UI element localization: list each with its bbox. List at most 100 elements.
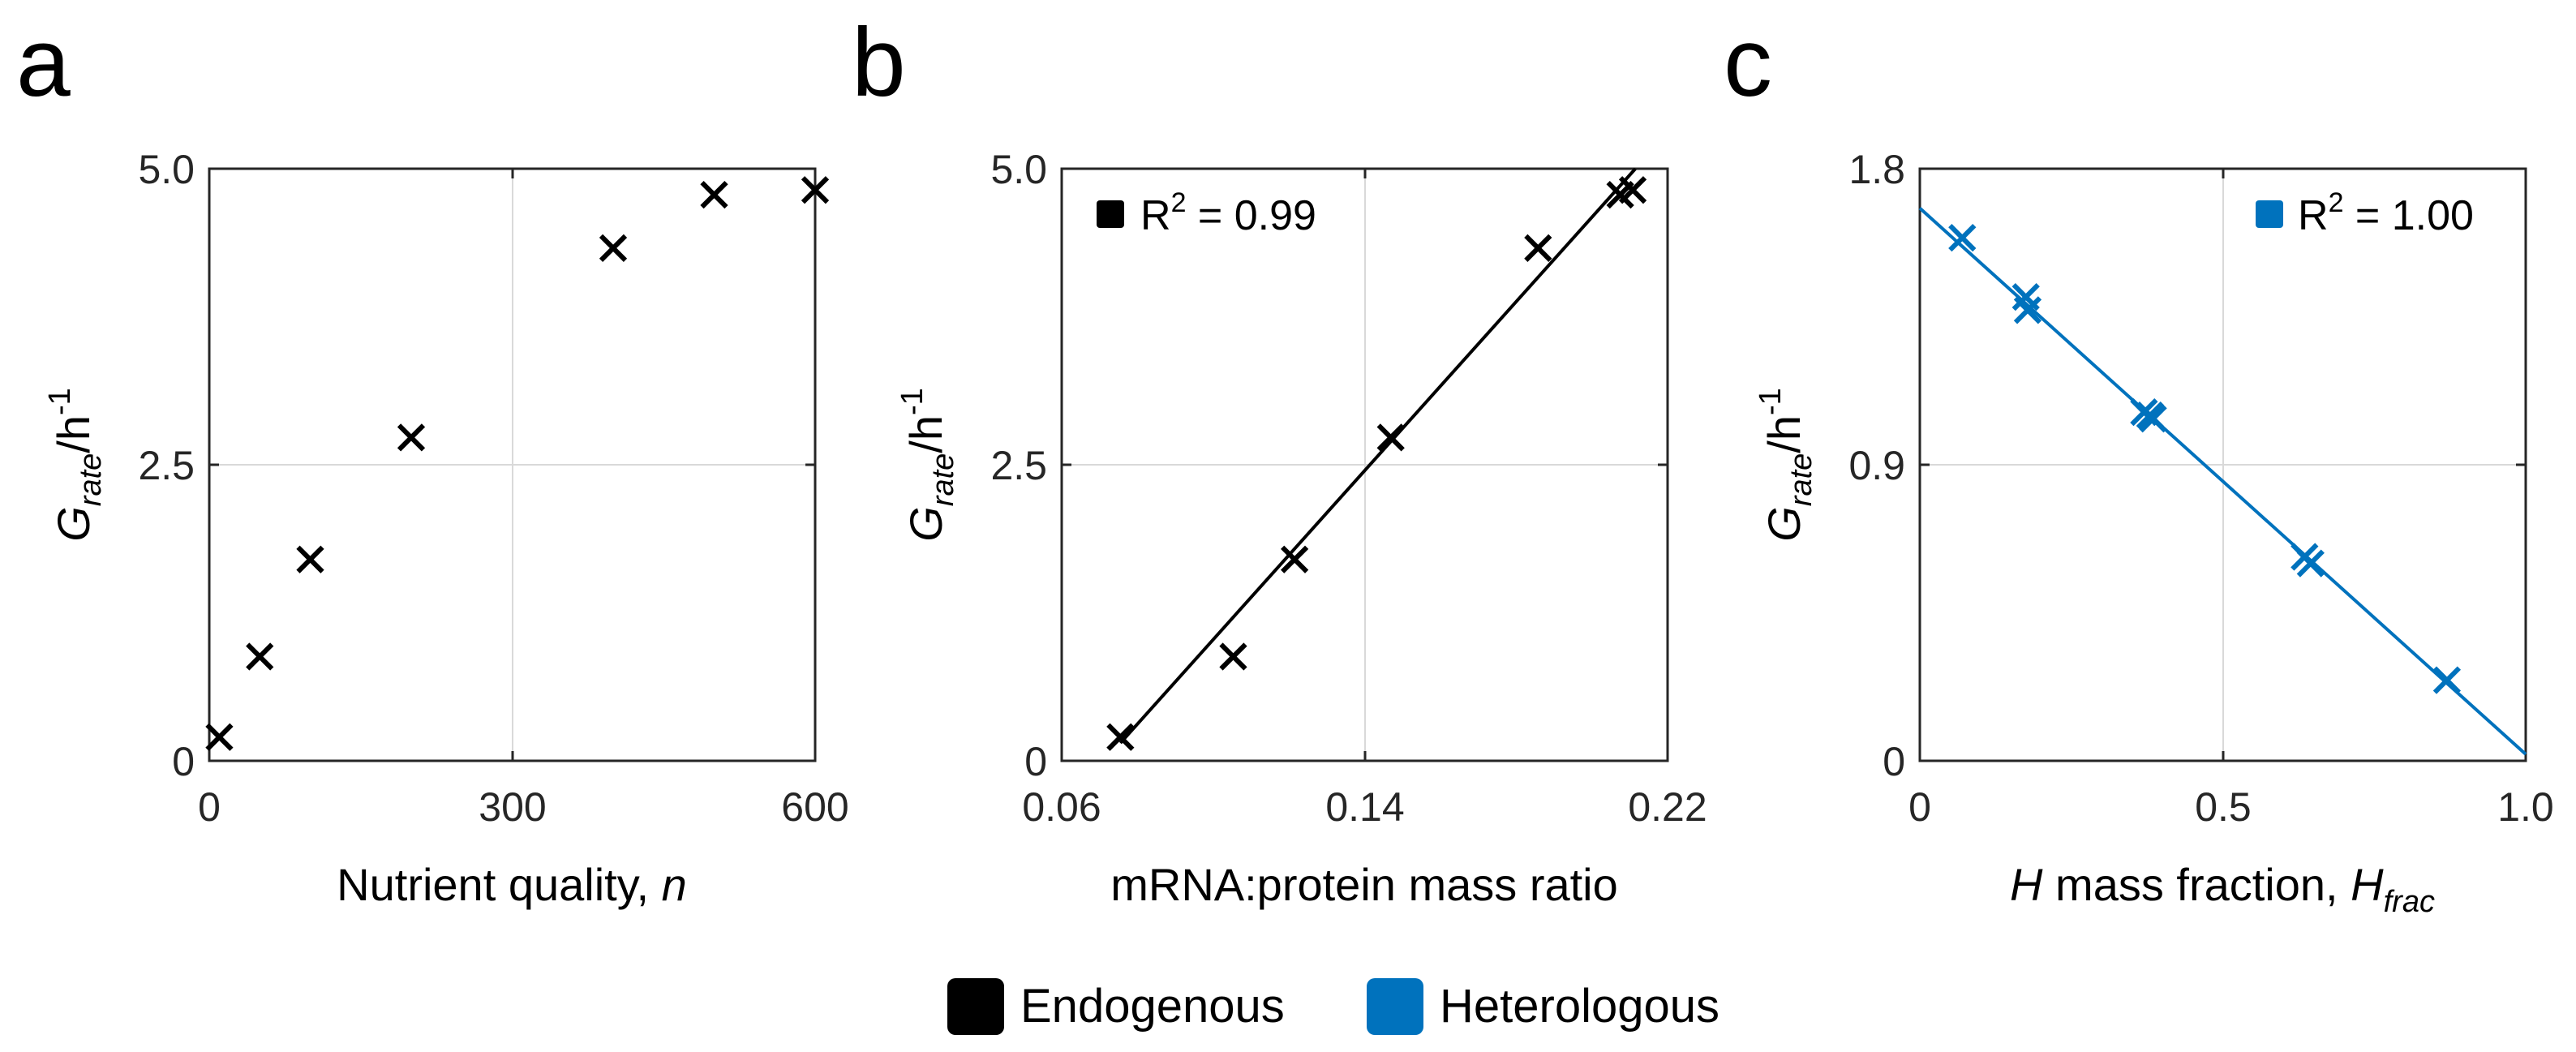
r2-prefix: R bbox=[1140, 192, 1171, 239]
x-tick-label: 0.06 bbox=[1022, 784, 1101, 830]
r2-sup: 2 bbox=[1171, 187, 1187, 218]
grid-b bbox=[1062, 169, 1668, 761]
y-axis-label-c: Grate/h-1 bbox=[1754, 388, 1818, 542]
xtick-labels-c: 0 0.5 1.0 bbox=[1908, 784, 2554, 830]
data-point-c bbox=[2432, 666, 2462, 694]
data-point-c bbox=[2013, 296, 2042, 324]
r2-suffix: = 1.00 bbox=[2343, 192, 2473, 239]
data-point-b bbox=[1524, 234, 1552, 262]
data-point-a bbox=[205, 723, 234, 751]
r2-legend-swatch-b bbox=[1097, 200, 1124, 228]
y-axis-label-sub: rate bbox=[926, 453, 960, 506]
y-axis-label-b: Grate/h-1 bbox=[895, 388, 960, 542]
x-tick-label: 300 bbox=[479, 784, 546, 830]
y-tick-label: 2.5 bbox=[138, 443, 195, 488]
x-axis-label-sub: frac bbox=[2384, 885, 2435, 919]
y-axis-label-unit: /h bbox=[900, 415, 951, 453]
r2-suffix: = 0.99 bbox=[1186, 192, 1316, 239]
data-point-b bbox=[1376, 423, 1405, 452]
panel-label-b: b bbox=[852, 8, 906, 117]
markers-c bbox=[1948, 224, 2462, 694]
y-axis-label-main: G bbox=[900, 506, 951, 542]
r2-label-c: R2 = 1.00 bbox=[2298, 187, 2474, 239]
y-axis-label-exp: -1 bbox=[1754, 388, 1788, 415]
data-point-a bbox=[296, 545, 324, 573]
x-axis-label-b: mRNA:protein mass ratio bbox=[1110, 859, 1618, 910]
legend-label-heterologous: Heterologous bbox=[1440, 980, 1719, 1033]
legend-swatch-heterologous bbox=[1367, 978, 1423, 1035]
ticks-c bbox=[1920, 169, 2526, 761]
r2-annotation-c: R2 = 1.00 bbox=[2256, 187, 2474, 239]
panel-label-c: c bbox=[1724, 8, 1772, 117]
y-axis-label-sub: rate bbox=[74, 453, 108, 506]
x-axis-label-var: H bbox=[2010, 859, 2043, 910]
chart-c: 0 0.5 1.0 0 0.9 1.8 H mass fraction, Hfr… bbox=[1754, 147, 2554, 919]
y-tick-label: 2.5 bbox=[990, 443, 1047, 488]
y-axis-label-exp: -1 bbox=[43, 388, 77, 415]
x-axis-label-c: H mass fraction, Hfrac bbox=[2010, 859, 2435, 919]
r2-sup: 2 bbox=[2329, 187, 2344, 218]
x-tick-label: 0.5 bbox=[2195, 784, 2252, 830]
data-point-b bbox=[1219, 642, 1247, 671]
y-tick-label: 1.8 bbox=[1848, 147, 1905, 192]
x-tick-label: 600 bbox=[781, 784, 848, 830]
x-axis-label-var: n bbox=[662, 859, 687, 910]
y-axis-label-sub: rate bbox=[1784, 453, 1818, 506]
data-point-b bbox=[1106, 723, 1135, 751]
data-point-a bbox=[397, 423, 426, 452]
ticks-a bbox=[209, 169, 815, 761]
ytick-labels-b: 0 2.5 5.0 bbox=[990, 147, 1047, 784]
y-tick-label: 5.0 bbox=[138, 147, 195, 192]
y-tick-label: 5.0 bbox=[990, 147, 1047, 192]
panel-label-a: a bbox=[16, 8, 71, 117]
x-tick-label: 0.22 bbox=[1628, 784, 1707, 830]
xtick-labels-b: 0.06 0.14 0.22 bbox=[1022, 784, 1707, 830]
grid-a bbox=[209, 169, 815, 761]
legend-label-endogenous: Endogenous bbox=[1020, 980, 1285, 1033]
x-tick-label: 0 bbox=[198, 784, 221, 830]
data-point-c bbox=[2296, 549, 2325, 578]
fit-line-b bbox=[1118, 167, 1637, 745]
x-axis-label-var2: H bbox=[2351, 859, 2384, 910]
markers-b bbox=[1106, 176, 1647, 751]
data-point-c bbox=[1948, 224, 1977, 252]
x-tick-label: 0.14 bbox=[1325, 784, 1404, 830]
ticks-b bbox=[1062, 169, 1668, 761]
ytick-labels-c: 0 0.9 1.8 bbox=[1848, 147, 1905, 784]
x-tick-label: 0 bbox=[1908, 784, 1931, 830]
x-axis-label-text: mass fraction, bbox=[2042, 859, 2351, 910]
chart-b: 0.06 0.14 0.22 0 2.5 5.0 mRNA:protein ma… bbox=[895, 147, 1707, 910]
data-point-a bbox=[801, 176, 830, 204]
chart-a: 0 300 600 0 2.5 5.0 Nutrient quality, n … bbox=[43, 147, 849, 910]
y-axis-label-exp: -1 bbox=[895, 388, 930, 415]
xtick-labels-a: 0 300 600 bbox=[198, 784, 849, 830]
y-tick-label: 0.9 bbox=[1848, 443, 1905, 488]
y-tick-label: 0 bbox=[1883, 739, 1905, 784]
data-point-a bbox=[700, 180, 728, 209]
shared-legend: Endogenous Heterologous bbox=[947, 978, 1719, 1035]
y-axis-label-unit: /h bbox=[1758, 415, 1810, 453]
x-tick-label: 1.0 bbox=[2497, 784, 2554, 830]
data-point-c bbox=[2139, 405, 2167, 433]
x-axis-label-a: Nutrient quality, n bbox=[337, 859, 687, 910]
y-axis-label-a: Grate/h-1 bbox=[43, 388, 108, 542]
y-tick-label: 0 bbox=[1024, 739, 1047, 784]
r2-annotation-b: R2 = 0.99 bbox=[1097, 187, 1316, 239]
r2-prefix: R bbox=[2298, 192, 2329, 239]
data-point-b bbox=[1618, 176, 1647, 204]
y-tick-label: 0 bbox=[172, 739, 195, 784]
y-axis-label-unit: /h bbox=[48, 415, 99, 453]
r2-label-b: R2 = 0.99 bbox=[1140, 187, 1316, 239]
x-axis-label-text: Nutrient quality, bbox=[337, 859, 661, 910]
data-point-b bbox=[1281, 545, 1309, 573]
legend-swatch-endogenous bbox=[947, 978, 1004, 1035]
y-axis-label-main: G bbox=[48, 506, 99, 542]
ytick-labels-a: 0 2.5 5.0 bbox=[138, 147, 195, 784]
grid-c bbox=[1920, 169, 2526, 761]
y-axis-label-main: G bbox=[1758, 506, 1810, 542]
data-point-a bbox=[599, 234, 628, 262]
r2-legend-swatch-c bbox=[2256, 200, 2283, 228]
data-point-a bbox=[246, 642, 274, 671]
markers-a bbox=[205, 176, 830, 751]
